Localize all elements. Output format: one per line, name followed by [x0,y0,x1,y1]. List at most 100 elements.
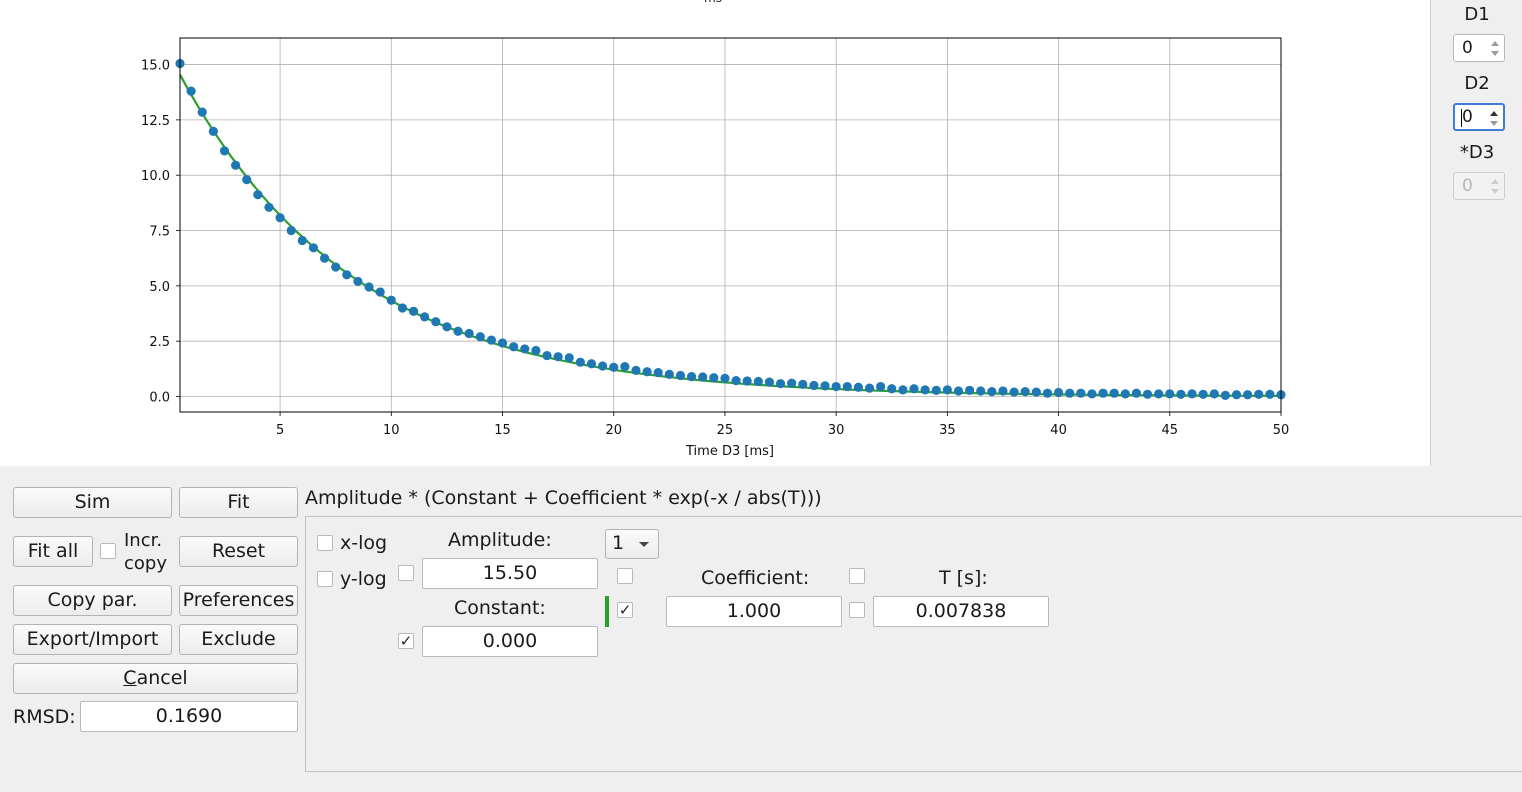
y-tick-label: 5.0 [149,280,170,295]
export-import-button[interactable]: Export/Import [13,624,172,655]
data-point [664,369,674,379]
data-point [1176,389,1186,399]
constant-label: Constant: [454,597,546,619]
data-point [1265,389,1275,399]
cancel-button[interactable]: Cancel [13,663,298,694]
exclude-button[interactable]: Exclude [179,624,298,655]
d2-spinbox[interactable]: 0 [1453,103,1505,131]
spin-up-icon[interactable] [1491,41,1499,46]
data-point [286,225,296,236]
y-tick-label: 12.5 [141,114,170,129]
coefficient-fix-checkbox[interactable] [849,568,865,584]
component-checkbox[interactable]: ✓ [617,601,633,619]
data-point [231,160,241,170]
data-point [965,385,975,395]
copy-parameters-button[interactable]: Copy par. [13,585,172,616]
d3-label: *D3 [1459,142,1495,163]
data-point [408,306,419,316]
data-point [1165,389,1175,399]
x-tick-label: 45 [1162,423,1179,438]
x-tick-label: 30 [828,423,845,438]
rmsd-label: RMSD: [13,706,76,728]
sim-button[interactable]: Sim [13,487,172,518]
ylog-checkbox[interactable] [317,571,333,587]
amplitude-aux-checkbox[interactable] [617,568,633,584]
d1-spin-arrows[interactable] [1488,35,1504,61]
d3-spin-arrows [1488,173,1504,199]
data-point [842,381,852,392]
data-point [542,350,552,361]
fit-parameters-panel [305,516,1522,772]
data-point [909,384,919,394]
data-point [1098,388,1108,398]
data-point [242,175,252,185]
constant-field[interactable]: 0.000 [422,626,598,657]
data-point [876,381,886,392]
y-tick-label: 2.5 [149,335,170,350]
plot-frame [179,37,1282,413]
data-point [820,381,830,391]
data-point [1198,389,1208,399]
data-point [475,332,485,342]
amplitude-fix-checkbox[interactable] [398,565,414,581]
data-point [1220,390,1230,401]
data-point [531,345,541,356]
data-point [1020,387,1030,397]
d2-label: D2 [1464,73,1490,94]
data-point [753,376,763,387]
d2-spin-arrows[interactable] [1487,105,1503,131]
component-count-select[interactable]: 1 [605,529,659,559]
preferences-button[interactable]: Preferences [179,585,298,616]
x-tick-label: 35 [939,423,956,438]
plot-area: ms 5 10 15 20 25 30 35 40 45 50 0.0 2.5 5.0 7.5 10.0 12… [0,0,1430,466]
data-point [342,270,352,280]
data-point [1254,389,1264,399]
plot-title-fragment: ms [704,0,722,5]
spin-down-icon[interactable] [1490,121,1498,126]
incr-copy-checkbox[interactable] [100,543,116,559]
x-tick-label: 40 [1050,423,1067,438]
data-point [1065,388,1075,398]
data-point [420,312,430,322]
data-point [1209,389,1219,399]
data-point [598,361,608,371]
data-point [620,362,630,372]
data-point [675,370,686,381]
data-point [1142,389,1153,399]
data-point [575,357,585,367]
amplitude-label: Amplitude: [448,529,552,551]
constant-fix-checkbox[interactable]: ✓ [398,632,414,650]
d1-spinbox[interactable]: 0 [1453,34,1505,62]
x-tick-label: 20 [605,423,622,438]
data-point [631,365,641,375]
data-point [564,353,574,363]
fit-all-button[interactable]: Fit all [13,536,93,567]
component-count-value: 1 [612,532,625,554]
t-field[interactable]: 0.007838 [873,596,1049,627]
spin-up-icon[interactable] [1490,111,1498,116]
data-point [1109,388,1119,398]
reset-button[interactable]: Reset [179,536,298,567]
data-point [686,371,697,382]
coefficient-field[interactable]: 1.000 [666,596,842,627]
xlog-checkbox[interactable] [317,535,333,551]
data-point [275,213,285,223]
fit-formula: Amplitude * (Constant + Coefficient * ex… [305,487,822,509]
data-point [853,382,863,392]
fit-button[interactable]: Fit [179,487,298,518]
data-point [698,372,708,382]
data-point [308,243,319,253]
data-point [397,303,408,313]
data-point [331,262,341,272]
data-point [1031,387,1041,397]
data-point [898,385,908,395]
data-point [375,287,385,297]
data-point [731,375,741,386]
amplitude-field[interactable]: 15.50 [422,558,598,589]
chevron-down-icon [639,542,649,547]
t-fix-checkbox[interactable] [849,602,865,618]
data-point [464,328,474,339]
data-point [1231,390,1242,400]
spin-down-icon[interactable] [1491,51,1499,56]
data-point [609,362,619,372]
